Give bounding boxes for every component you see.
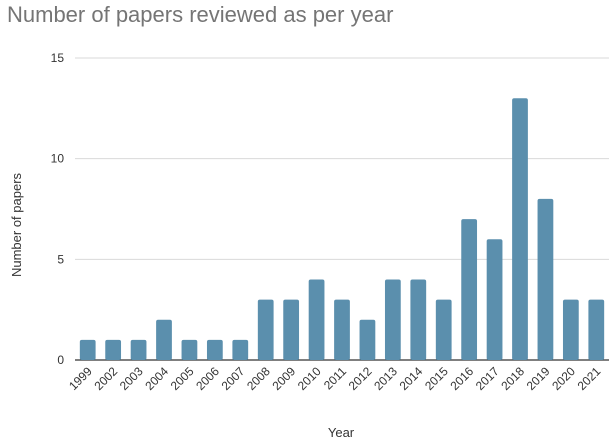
x-tick-label: 2008 <box>244 364 273 393</box>
y-tick-label: 15 <box>51 51 65 65</box>
x-tick-label: 2009 <box>269 364 298 393</box>
x-tick-label: 2020 <box>549 364 578 393</box>
bar-2018 <box>512 98 528 361</box>
bars <box>79 98 605 361</box>
x-tick-label: 2010 <box>295 364 324 393</box>
x-tick-label: 1999 <box>66 364 95 393</box>
x-tick-label: 2016 <box>447 364 476 393</box>
x-tick-label: 2011 <box>321 364 349 392</box>
x-tick-label: 2003 <box>117 364 146 393</box>
x-tick-label: 2012 <box>346 364 375 393</box>
x-tick-label: 2021 <box>575 364 604 393</box>
x-tick-label: 2014 <box>397 364 426 393</box>
bar-2016 <box>461 219 478 360</box>
chart-title: Number of papers reviewed as per year <box>7 2 394 27</box>
y-axis-label: Number of papers <box>9 172 24 277</box>
bar-2006 <box>206 339 223 360</box>
x-tick-label: 2002 <box>91 364 120 393</box>
x-tick-label: 2006 <box>193 364 222 393</box>
bar-2002 <box>105 339 122 360</box>
bar-2007 <box>232 339 249 360</box>
bar-2004 <box>156 319 172 360</box>
bar-2017 <box>486 239 503 360</box>
bar-2005 <box>181 339 198 360</box>
bar-2011 <box>334 299 350 360</box>
y-tick-label: 10 <box>51 152 65 166</box>
x-tick-label: 2017 <box>473 364 502 393</box>
y-tick-label: 0 <box>57 353 64 367</box>
x-tick-label: 2015 <box>422 364 451 393</box>
bar-2010 <box>308 279 325 360</box>
x-tick-label: 2004 <box>142 364 171 393</box>
x-axis-label: Year <box>328 425 355 440</box>
bar-2019 <box>537 198 554 360</box>
x-tick-label: 2013 <box>371 364 400 393</box>
y-tick-label: 5 <box>57 252 64 266</box>
y-tick-labels: 0 5 10 15 <box>51 51 65 367</box>
x-tick-label: 2007 <box>219 364 248 393</box>
bar-2013 <box>384 279 401 360</box>
bar-2009 <box>283 299 300 360</box>
bar-1999 <box>79 339 96 360</box>
x-tick-label: 2019 <box>524 364 553 393</box>
bar-2015 <box>435 299 452 360</box>
bar-2021 <box>588 299 605 360</box>
x-tick-label: 2005 <box>168 364 197 393</box>
bar-2012 <box>359 319 376 360</box>
bar-2003 <box>130 339 147 360</box>
x-tick-label: 2018 <box>498 364 527 393</box>
bar-2020 <box>562 299 579 360</box>
x-tick-labels: 1999200220032004200520062007200820092010… <box>66 364 604 393</box>
bar-2014 <box>410 279 427 360</box>
bar-2008 <box>257 299 274 360</box>
